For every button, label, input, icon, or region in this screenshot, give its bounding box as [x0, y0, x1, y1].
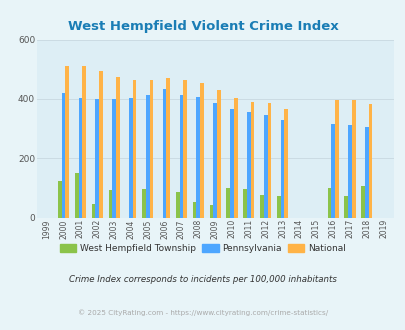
- Bar: [166, 78, 170, 218]
- Bar: [280, 120, 284, 218]
- Bar: [145, 94, 149, 218]
- Bar: [260, 195, 263, 218]
- Bar: [213, 103, 217, 218]
- Bar: [108, 189, 112, 218]
- Bar: [179, 94, 183, 218]
- Bar: [360, 186, 364, 218]
- Bar: [364, 127, 368, 218]
- Bar: [62, 93, 65, 218]
- Bar: [82, 66, 86, 218]
- Bar: [226, 187, 230, 218]
- Bar: [263, 115, 267, 218]
- Bar: [92, 204, 95, 218]
- Bar: [243, 189, 246, 218]
- Bar: [351, 100, 355, 218]
- Bar: [75, 173, 78, 218]
- Bar: [95, 99, 99, 218]
- Bar: [330, 124, 334, 218]
- Bar: [58, 181, 62, 218]
- Bar: [217, 90, 220, 218]
- Bar: [327, 187, 330, 218]
- Bar: [368, 104, 371, 218]
- Bar: [233, 97, 237, 218]
- Bar: [132, 80, 136, 218]
- Bar: [116, 77, 119, 218]
- Bar: [276, 196, 280, 218]
- Bar: [175, 192, 179, 218]
- Bar: [142, 189, 145, 218]
- Bar: [183, 80, 187, 218]
- Bar: [78, 97, 82, 218]
- Bar: [230, 109, 233, 218]
- Legend: West Hempfield Township, Pennsylvania, National: West Hempfield Township, Pennsylvania, N…: [56, 241, 349, 257]
- Bar: [209, 205, 213, 218]
- Text: © 2025 CityRating.com - https://www.cityrating.com/crime-statistics/: © 2025 CityRating.com - https://www.city…: [78, 310, 327, 316]
- Bar: [347, 125, 351, 218]
- Text: Crime Index corresponds to incidents per 100,000 inhabitants: Crime Index corresponds to incidents per…: [69, 275, 336, 284]
- Bar: [200, 82, 203, 218]
- Bar: [334, 100, 338, 218]
- Bar: [196, 97, 200, 218]
- Text: West Hempfield Violent Crime Index: West Hempfield Violent Crime Index: [68, 20, 337, 33]
- Bar: [65, 66, 69, 218]
- Bar: [149, 80, 153, 218]
- Bar: [343, 196, 347, 218]
- Bar: [246, 112, 250, 218]
- Bar: [284, 109, 288, 218]
- Bar: [192, 202, 196, 218]
- Bar: [250, 102, 254, 218]
- Bar: [162, 88, 166, 218]
- Bar: [112, 99, 116, 218]
- Bar: [267, 103, 271, 218]
- Bar: [129, 97, 132, 218]
- Bar: [99, 71, 102, 218]
